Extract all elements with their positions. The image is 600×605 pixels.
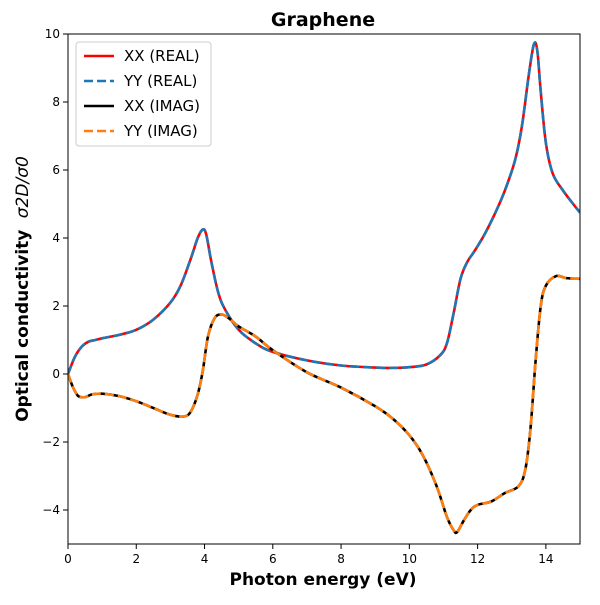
- series-line-yy-imag: [68, 274, 580, 535]
- plot-frame: [67, 33, 581, 545]
- series-line-xx-real: [68, 41, 580, 375]
- y-axis-label-ratio: σ2D/σ0: [13, 156, 33, 218]
- x-axis-label: Photon energy (eV): [229, 570, 416, 590]
- x-tick-label: 12: [470, 552, 485, 566]
- x-tick-label: 2: [132, 552, 140, 566]
- y-tick-label: −4: [42, 503, 60, 517]
- svg-text:Optical conductivity σ2D: Optical conductivity σ2D/σ0: [13, 156, 33, 422]
- y-axis-label-main: Optical conductivity: [13, 230, 33, 422]
- y-axis-label: Optical conductivity σ2D/σ0: [13, 156, 33, 422]
- x-tick-label: 8: [337, 552, 345, 566]
- series-layer: [68, 41, 580, 535]
- legend-label: YY (REAL): [123, 72, 197, 90]
- x-tick-label: 4: [201, 552, 209, 566]
- axis-ticks: 0 2 4 6 8 10 12 14 −4 −2 0 2 4 6 8 10: [42, 27, 553, 566]
- chart-title: Graphene: [271, 9, 375, 31]
- y-tick-label: −2: [42, 435, 60, 449]
- legend: XX (REAL) YY (REAL) XX (IMAG) YY (IMAG): [75, 41, 212, 147]
- y-tick-label: 10: [45, 27, 60, 41]
- y-tick-label: 2: [52, 299, 60, 313]
- y-tick-label: 4: [52, 231, 60, 245]
- x-tick-label: 6: [269, 552, 277, 566]
- legend-label: XX (IMAG): [124, 97, 200, 115]
- legend-label: XX (REAL): [124, 47, 200, 65]
- y-tick-label: 0: [52, 367, 60, 381]
- legend-box: [75, 41, 212, 147]
- x-tick-label: 14: [538, 552, 553, 566]
- x-tick-label: 10: [402, 552, 417, 566]
- legend-label: YY (IMAG): [123, 122, 198, 140]
- y-tick-label: 6: [52, 163, 60, 177]
- y-tick-label: 8: [52, 95, 60, 109]
- x-tick-label: 0: [64, 552, 72, 566]
